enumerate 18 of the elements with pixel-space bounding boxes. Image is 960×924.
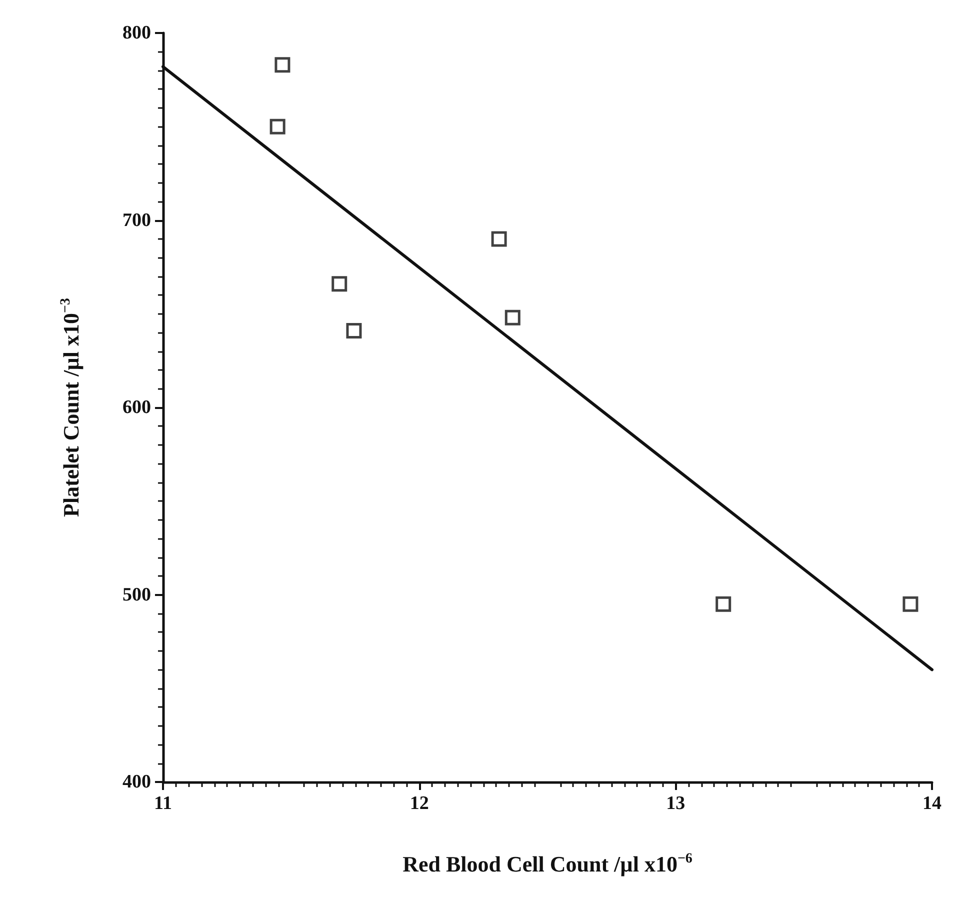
y-tick-label: 400 xyxy=(122,772,151,792)
x-tick-label: 13 xyxy=(666,793,686,814)
point xyxy=(274,57,290,73)
y-tick-label: 500 xyxy=(122,584,151,606)
point xyxy=(346,322,362,338)
point xyxy=(270,118,286,134)
point xyxy=(716,596,732,612)
x-tick-label: 12 xyxy=(410,793,429,814)
x-tick-label: 14 xyxy=(922,793,942,814)
x-tick-label: 11 xyxy=(154,793,172,814)
point xyxy=(491,231,507,247)
y-tick-label: 600 xyxy=(122,397,151,418)
point xyxy=(332,276,348,292)
y-axis-title: Platelet Count /µl x10−3 xyxy=(58,298,84,517)
point xyxy=(504,310,520,326)
y-tick-label: 700 xyxy=(122,210,151,231)
point xyxy=(902,596,918,612)
y-tick-label: 800 xyxy=(122,22,151,44)
